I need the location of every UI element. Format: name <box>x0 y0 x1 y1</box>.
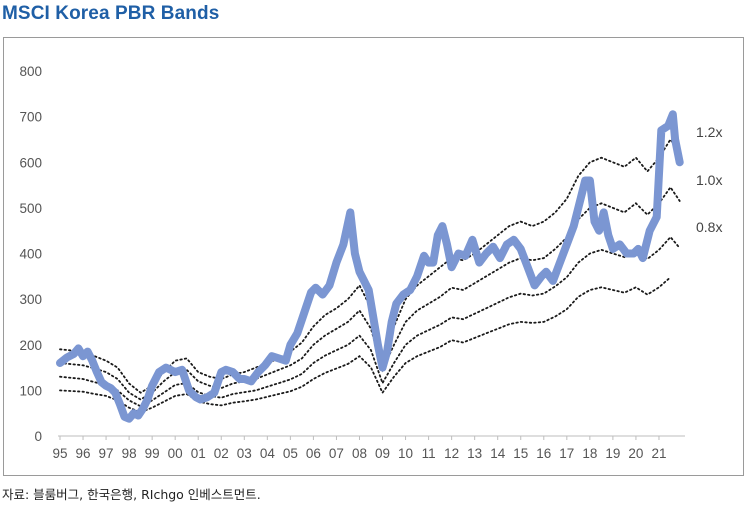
y-tick-label: 0 <box>34 429 42 444</box>
y-tick-label: 700 <box>19 110 42 125</box>
x-tick-label: 09 <box>375 446 390 461</box>
band-label: 1.2x <box>696 124 722 140</box>
x-tick-label: 21 <box>651 446 666 461</box>
x-tick-label: 95 <box>52 446 67 461</box>
x-tick-label: 00 <box>168 446 183 461</box>
x-tick-label: 03 <box>237 446 252 461</box>
index-series-line <box>56 110 684 423</box>
x-tick-label: 01 <box>191 446 206 461</box>
x-tick-label: 97 <box>99 446 114 461</box>
band-series-line <box>59 235 681 408</box>
y-tick-label: 400 <box>19 247 42 262</box>
y-tick-label: 500 <box>19 201 42 216</box>
x-tick-label: 17 <box>559 446 574 461</box>
x-tick-label: 07 <box>329 446 344 461</box>
x-tick-label: 02 <box>214 446 229 461</box>
y-tick-label: 100 <box>19 383 42 398</box>
y-axis-ticks: 0 100 200 300 400 500 600 700 800 <box>19 64 42 444</box>
x-tick-label: 11 <box>422 446 436 461</box>
band-label: 0.8x <box>696 219 722 235</box>
x-tick-label: 19 <box>605 446 620 461</box>
x-tick-label: 06 <box>306 446 321 461</box>
x-tick-label: 14 <box>490 446 506 461</box>
x-tick-label: 10 <box>398 446 413 461</box>
x-tick-label: 98 <box>122 446 137 461</box>
x-tick-label: 16 <box>536 446 551 461</box>
x-axis-ticks: 95 96 97 98 99 00 01 02 03 04 05 06 07 08 09 10 11 12 13 14… <box>52 436 666 461</box>
x-tick-label: 05 <box>283 446 298 461</box>
x-tick-label: 08 <box>352 446 367 461</box>
x-tick-label: 12 <box>444 446 459 461</box>
x-tick-label: 13 <box>467 446 482 461</box>
x-tick-label: 99 <box>145 446 160 461</box>
source-note: 자료: 블룸버그, 한국은행, RIchgo 인베스트먼트. <box>2 487 261 502</box>
x-tick-label: 20 <box>628 446 643 461</box>
chart-title: MSCI Korea PBR Bands <box>2 3 220 24</box>
x-tick-label: 04 <box>260 446 276 461</box>
band-series-line <box>59 276 672 414</box>
band-labels: 1.2x 1.0x 0.8x <box>696 124 722 235</box>
y-tick-label: 200 <box>19 338 42 353</box>
y-tick-label: 600 <box>19 155 42 170</box>
y-tick-label: 300 <box>19 292 42 307</box>
x-tick-label: 96 <box>76 446 91 461</box>
band-label: 1.0x <box>696 172 722 188</box>
y-tick-label: 800 <box>19 64 42 79</box>
x-tick-label: 15 <box>513 446 528 461</box>
x-tick-label: 18 <box>582 446 597 461</box>
index-line <box>56 110 684 423</box>
